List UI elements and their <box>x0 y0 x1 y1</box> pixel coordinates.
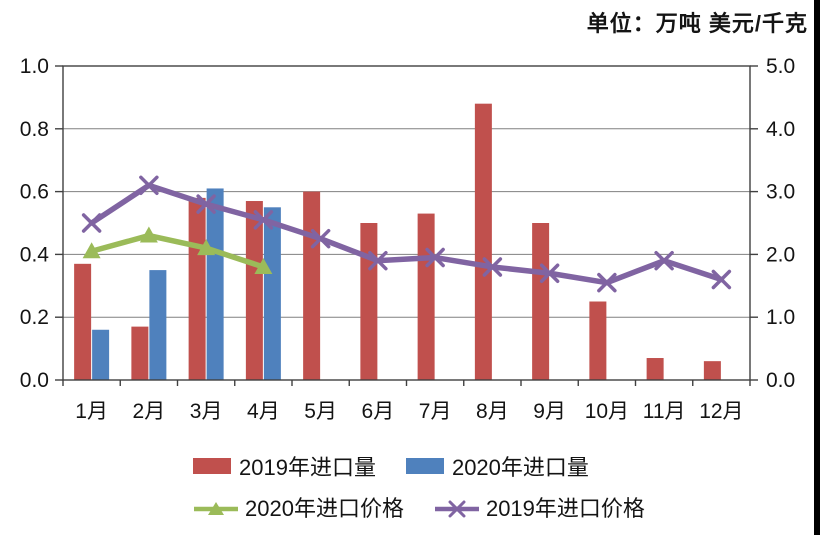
bar-swatch-2019-volume <box>193 457 231 474</box>
svg-text:1.0: 1.0 <box>20 55 49 78</box>
legend-label: 2019年进口价格 <box>485 495 645 521</box>
line-series-1 <box>81 175 732 293</box>
svg-text:1.0: 1.0 <box>766 306 795 329</box>
legend-label: 2019年进口量 <box>239 454 376 480</box>
svg-text:2月: 2月 <box>133 400 166 423</box>
legend-item-2019-price: 2019年进口价格 <box>434 491 645 523</box>
axis-labels: 0.0 0.2 0.4 0.6 0.8 1.0 0.0 1.0 2.0 3.0 4.0 5.0 1月 2月… <box>20 55 795 423</box>
svg-text:12月: 12月 <box>699 400 743 423</box>
svg-text:4月: 4月 <box>247 400 280 423</box>
svg-text:0.0: 0.0 <box>766 369 795 392</box>
legend-item-2020-price: 2020年进口价格 <box>193 491 404 523</box>
svg-text:6月: 6月 <box>362 400 395 423</box>
svg-text:11月: 11月 <box>643 400 686 423</box>
line-swatch-2019-price <box>434 498 480 517</box>
svg-text:5.0: 5.0 <box>766 55 795 78</box>
bar-series-1 <box>92 188 281 380</box>
svg-text:9月: 9月 <box>533 400 566 423</box>
svg-text:3.0: 3.0 <box>766 181 795 204</box>
chart-legend: 2019年进口量 2020年进口量 2020年进口价格 2019年进口价格 <box>193 449 675 531</box>
gridlines <box>63 65 750 318</box>
bar-swatch-2020-volume <box>405 457 444 474</box>
svg-text:0.6: 0.6 <box>20 181 49 204</box>
svg-text:3月: 3月 <box>190 400 223 423</box>
unit-label: 单位：万吨 美元/千克 <box>586 11 808 36</box>
svg-text:8月: 8月 <box>476 400 509 423</box>
svg-text:0.4: 0.4 <box>20 243 50 266</box>
svg-text:5月: 5月 <box>304 400 337 423</box>
svg-text:10月: 10月 <box>585 400 629 423</box>
axes <box>55 65 758 386</box>
legend-item-2020-volume: 2020年进口量 <box>405 450 589 482</box>
legend-line-marker-icon <box>194 501 238 515</box>
line-series-0 <box>82 226 273 274</box>
svg-text:0.8: 0.8 <box>20 118 49 141</box>
legend-line-marker-icon <box>434 500 479 517</box>
bar-series-0 <box>74 103 721 381</box>
line-swatch-2020-price <box>193 498 239 516</box>
legend-row-2: 2020年进口价格 2019年进口价格 <box>193 490 675 523</box>
svg-text:0.0: 0.0 <box>20 369 49 392</box>
right-edge-strip <box>814 0 820 535</box>
legend-label: 2020年进口量 <box>451 454 589 480</box>
legend-item-2019-volume: 2019年进口量 <box>193 450 376 482</box>
legend-row-1: 2019年进口量 2020年进口量 <box>193 449 675 482</box>
combo-chart: 0.0 0.2 0.4 0.6 0.8 1.0 0.0 1.0 2.0 3.0 4.0 5.0 1月 2月… <box>20 55 795 423</box>
svg-text:0.2: 0.2 <box>20 306 49 329</box>
legend-label: 2020年进口价格 <box>245 495 404 521</box>
svg-text:7月: 7月 <box>419 400 452 423</box>
svg-text:4.0: 4.0 <box>766 118 795 141</box>
svg-text:2.0: 2.0 <box>766 243 795 266</box>
svg-text:1月: 1月 <box>75 400 108 423</box>
